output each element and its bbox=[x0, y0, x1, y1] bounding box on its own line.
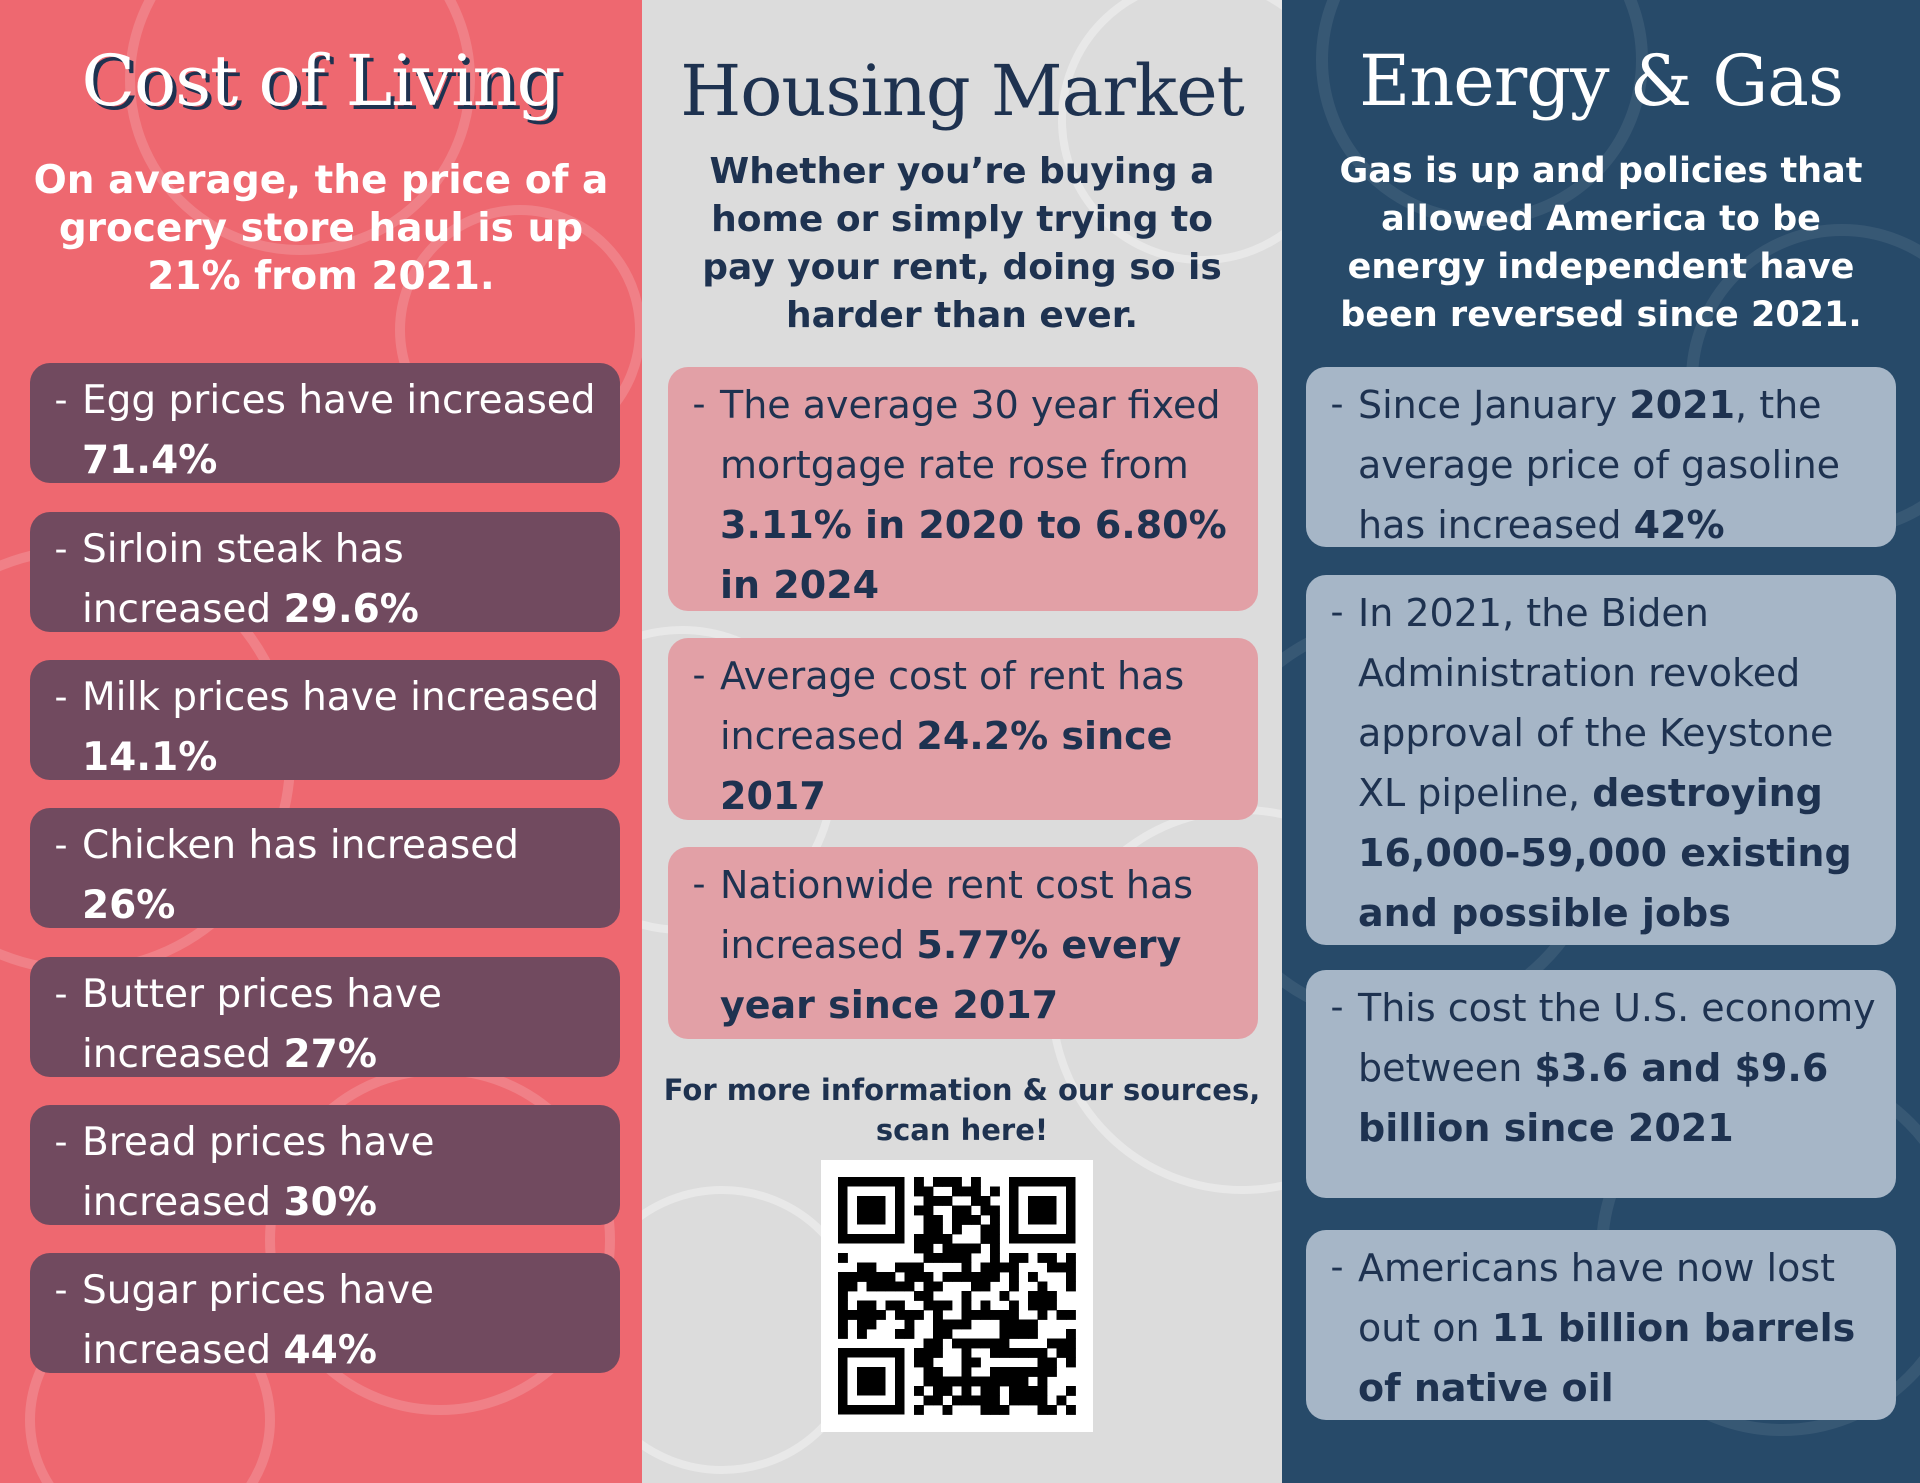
stat-text: In 2021, the Biden Administration revoke… bbox=[1358, 591, 1852, 935]
dash-bullet: - bbox=[1330, 987, 1344, 1028]
dash-bullet: - bbox=[692, 384, 706, 425]
stat-text: Average cost of rent has increased 24.2%… bbox=[720, 654, 1185, 818]
dash-bullet: - bbox=[1330, 1247, 1344, 1288]
dash-bullet: - bbox=[54, 380, 68, 421]
page-title: Energy & Gas bbox=[1359, 40, 1844, 122]
stat-card: - Americans have now lost out on 11 bill… bbox=[1306, 1230, 1896, 1420]
stat-text: Egg prices have increased 71.4% bbox=[82, 378, 596, 483]
cost-of-living-column: Cost of Living On average, the price of … bbox=[0, 0, 642, 1483]
dash-bullet: - bbox=[54, 1122, 68, 1163]
dash-bullet: - bbox=[1330, 384, 1344, 425]
stat-card: - Egg prices have increased 71.4% bbox=[30, 363, 620, 483]
stat-card: - The average 30 year fixed mortgage rat… bbox=[668, 367, 1258, 611]
dash-bullet: - bbox=[54, 1270, 68, 1311]
stat-card: - In 2021, the Biden Administration revo… bbox=[1306, 575, 1896, 945]
stat-card: - Bread prices have increased 30% bbox=[30, 1105, 620, 1225]
stat-card: - Sirloin steak has increased 29.6% bbox=[30, 512, 620, 632]
stat-text: Since January 2021, the average price of… bbox=[1358, 383, 1841, 547]
qr-code-icon bbox=[838, 1177, 1076, 1415]
dash-bullet: - bbox=[692, 864, 706, 905]
dash-bullet: - bbox=[1330, 592, 1344, 633]
stat-text: Sugar prices have increased 44% bbox=[82, 1268, 435, 1373]
dash-bullet: - bbox=[54, 974, 68, 1015]
page-title: Housing Market bbox=[680, 50, 1245, 132]
stat-text: Chicken has increased 26% bbox=[82, 823, 519, 928]
qr-code[interactable] bbox=[821, 1160, 1093, 1432]
energy-gas-column: Energy & Gas Gas is up and policies that… bbox=[1282, 0, 1920, 1483]
stat-text: Bread prices have increased 30% bbox=[82, 1120, 435, 1225]
stat-card: - Chicken has increased 26% bbox=[30, 808, 620, 928]
dash-bullet: - bbox=[54, 677, 68, 718]
housing-market-column: Housing Market Whether you’re buying a h… bbox=[642, 0, 1282, 1483]
stat-text: Sirloin steak has increased 29.6% bbox=[82, 527, 419, 632]
stat-card: - Butter prices have increased 27% bbox=[30, 957, 620, 1077]
dash-bullet: - bbox=[692, 655, 706, 696]
section-intro: Whether you’re buying a home or simply t… bbox=[702, 151, 1222, 336]
dash-bullet: - bbox=[54, 825, 68, 866]
stat-text: Milk prices have increased 14.1% bbox=[82, 675, 600, 780]
stat-card: - Average cost of rent has increased 24.… bbox=[668, 638, 1258, 820]
page-title: Cost of Living bbox=[81, 40, 561, 122]
stat-card: - This cost the U.S. economy between $3.… bbox=[1306, 970, 1896, 1198]
stat-card: - Milk prices have increased 14.1% bbox=[30, 660, 620, 780]
section-intro: Gas is up and policies that allowed Amer… bbox=[1339, 151, 1863, 335]
stat-text: The average 30 year fixed mortgage rate … bbox=[720, 383, 1227, 607]
stat-text: Americans have now lost out on 11 billio… bbox=[1358, 1246, 1856, 1410]
stat-text: This cost the U.S. economy between $3.6 … bbox=[1358, 986, 1876, 1150]
dash-bullet: - bbox=[54, 529, 68, 570]
stat-card: - Nationwide rent cost has increased 5.7… bbox=[668, 847, 1258, 1039]
stat-text: Butter prices have increased 27% bbox=[82, 972, 442, 1077]
stat-card: - Since January 2021, the average price … bbox=[1306, 367, 1896, 547]
section-intro: On average, the price of a grocery store… bbox=[33, 158, 609, 299]
stat-text: Nationwide rent cost has increased 5.77%… bbox=[720, 863, 1194, 1027]
stat-card: - Sugar prices have increased 44% bbox=[30, 1253, 620, 1373]
qr-caption: For more information & our sources, scan… bbox=[663, 1073, 1261, 1147]
